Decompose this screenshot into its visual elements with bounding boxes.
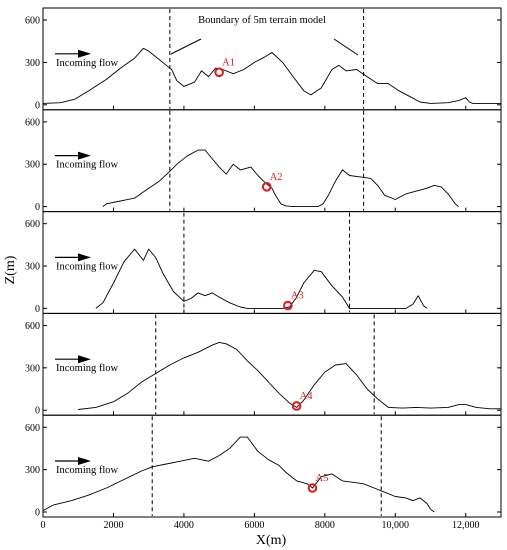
x-tick-label: 12,000 <box>452 520 480 531</box>
panel-frame <box>42 414 502 518</box>
x-tick-label: 8000 <box>315 520 335 531</box>
panel-2: 0 300 600 Incoming flow A2 <box>25 109 502 213</box>
x-tick-label: 2000 <box>103 520 123 531</box>
incoming-flow-label: Incoming flow <box>56 261 119 272</box>
flow-arrow-head <box>78 355 91 364</box>
incoming-flow-label: Incoming flow <box>56 160 119 171</box>
y-tick-label: 0 <box>35 508 40 519</box>
observation-point-label: A3 <box>291 291 304 302</box>
terrain-profile-line <box>95 248 428 309</box>
terrain-profile-line <box>42 47 501 104</box>
y-tick-label: 300 <box>25 262 40 273</box>
observation-point-marker <box>214 67 224 78</box>
x-tick-label: 6000 <box>244 520 264 531</box>
panel-3: 0 300 600 Incoming flow A3 <box>25 211 502 315</box>
terrain-profile-line <box>42 436 435 513</box>
y-tick-label: 600 <box>25 423 40 434</box>
x-tick-labels: 0 2000 4000 6000 8000 10,000 12,000 <box>41 520 480 531</box>
flow-arrow-head <box>78 151 91 160</box>
y-tick-label: 600 <box>25 117 40 128</box>
flow-arrow-head <box>78 49 91 58</box>
x-tick-label: 10,000 <box>382 520 410 531</box>
flow-arrow-head <box>78 457 91 466</box>
observation-point-label: A4 <box>300 391 314 402</box>
x-tick-label: 0 <box>41 520 46 531</box>
y-tick-label: 0 <box>35 202 40 213</box>
terrain-profile-line <box>102 149 459 208</box>
y-axis-label: Z(m) <box>3 255 18 284</box>
panel-5: 0 300 600 Incoming flow A5 <box>25 414 502 519</box>
y-tick-label: 600 <box>25 219 40 230</box>
observation-point-marker <box>307 483 318 493</box>
observation-point-label: A5 <box>316 473 329 484</box>
flow-arrow-head <box>78 253 91 262</box>
boundary-pointer-left <box>170 38 202 55</box>
y-tick-label: 0 <box>35 100 40 111</box>
observation-point-label: A2 <box>270 172 283 183</box>
observation-point-marker <box>291 401 302 411</box>
y-tick-label: 600 <box>25 321 40 332</box>
incoming-flow-label: Incoming flow <box>56 363 119 374</box>
boundary-pointer-right <box>333 38 359 56</box>
x-tick-label: 4000 <box>174 520 194 531</box>
observation-point-label: A1 <box>222 57 235 68</box>
observation-point-marker <box>261 182 272 192</box>
y-tick-label: 300 <box>25 363 40 374</box>
y-tick-label: 300 <box>25 465 40 476</box>
y-tick-label: 600 <box>25 16 40 27</box>
y-tick-label: 0 <box>35 304 40 315</box>
incoming-flow-label: Incoming flow <box>56 465 119 476</box>
panels: 0 300 600 Incoming flow A1 0 300 600 Incoming fl… <box>25 7 502 519</box>
y-tick-label: 0 <box>35 406 40 417</box>
observation-point-marker <box>283 300 293 311</box>
y-tick-label: 300 <box>25 58 40 69</box>
boundary-annotation: Boundary of 5m terrain model <box>198 15 326 26</box>
x-axis-label: X(m) <box>256 533 287 548</box>
panel-4: 0 300 600 Incoming flow A4 <box>25 312 502 417</box>
y-tick-label: 300 <box>25 160 40 171</box>
incoming-flow-label: Incoming flow <box>56 58 119 69</box>
terrain-profile-line <box>78 341 501 410</box>
